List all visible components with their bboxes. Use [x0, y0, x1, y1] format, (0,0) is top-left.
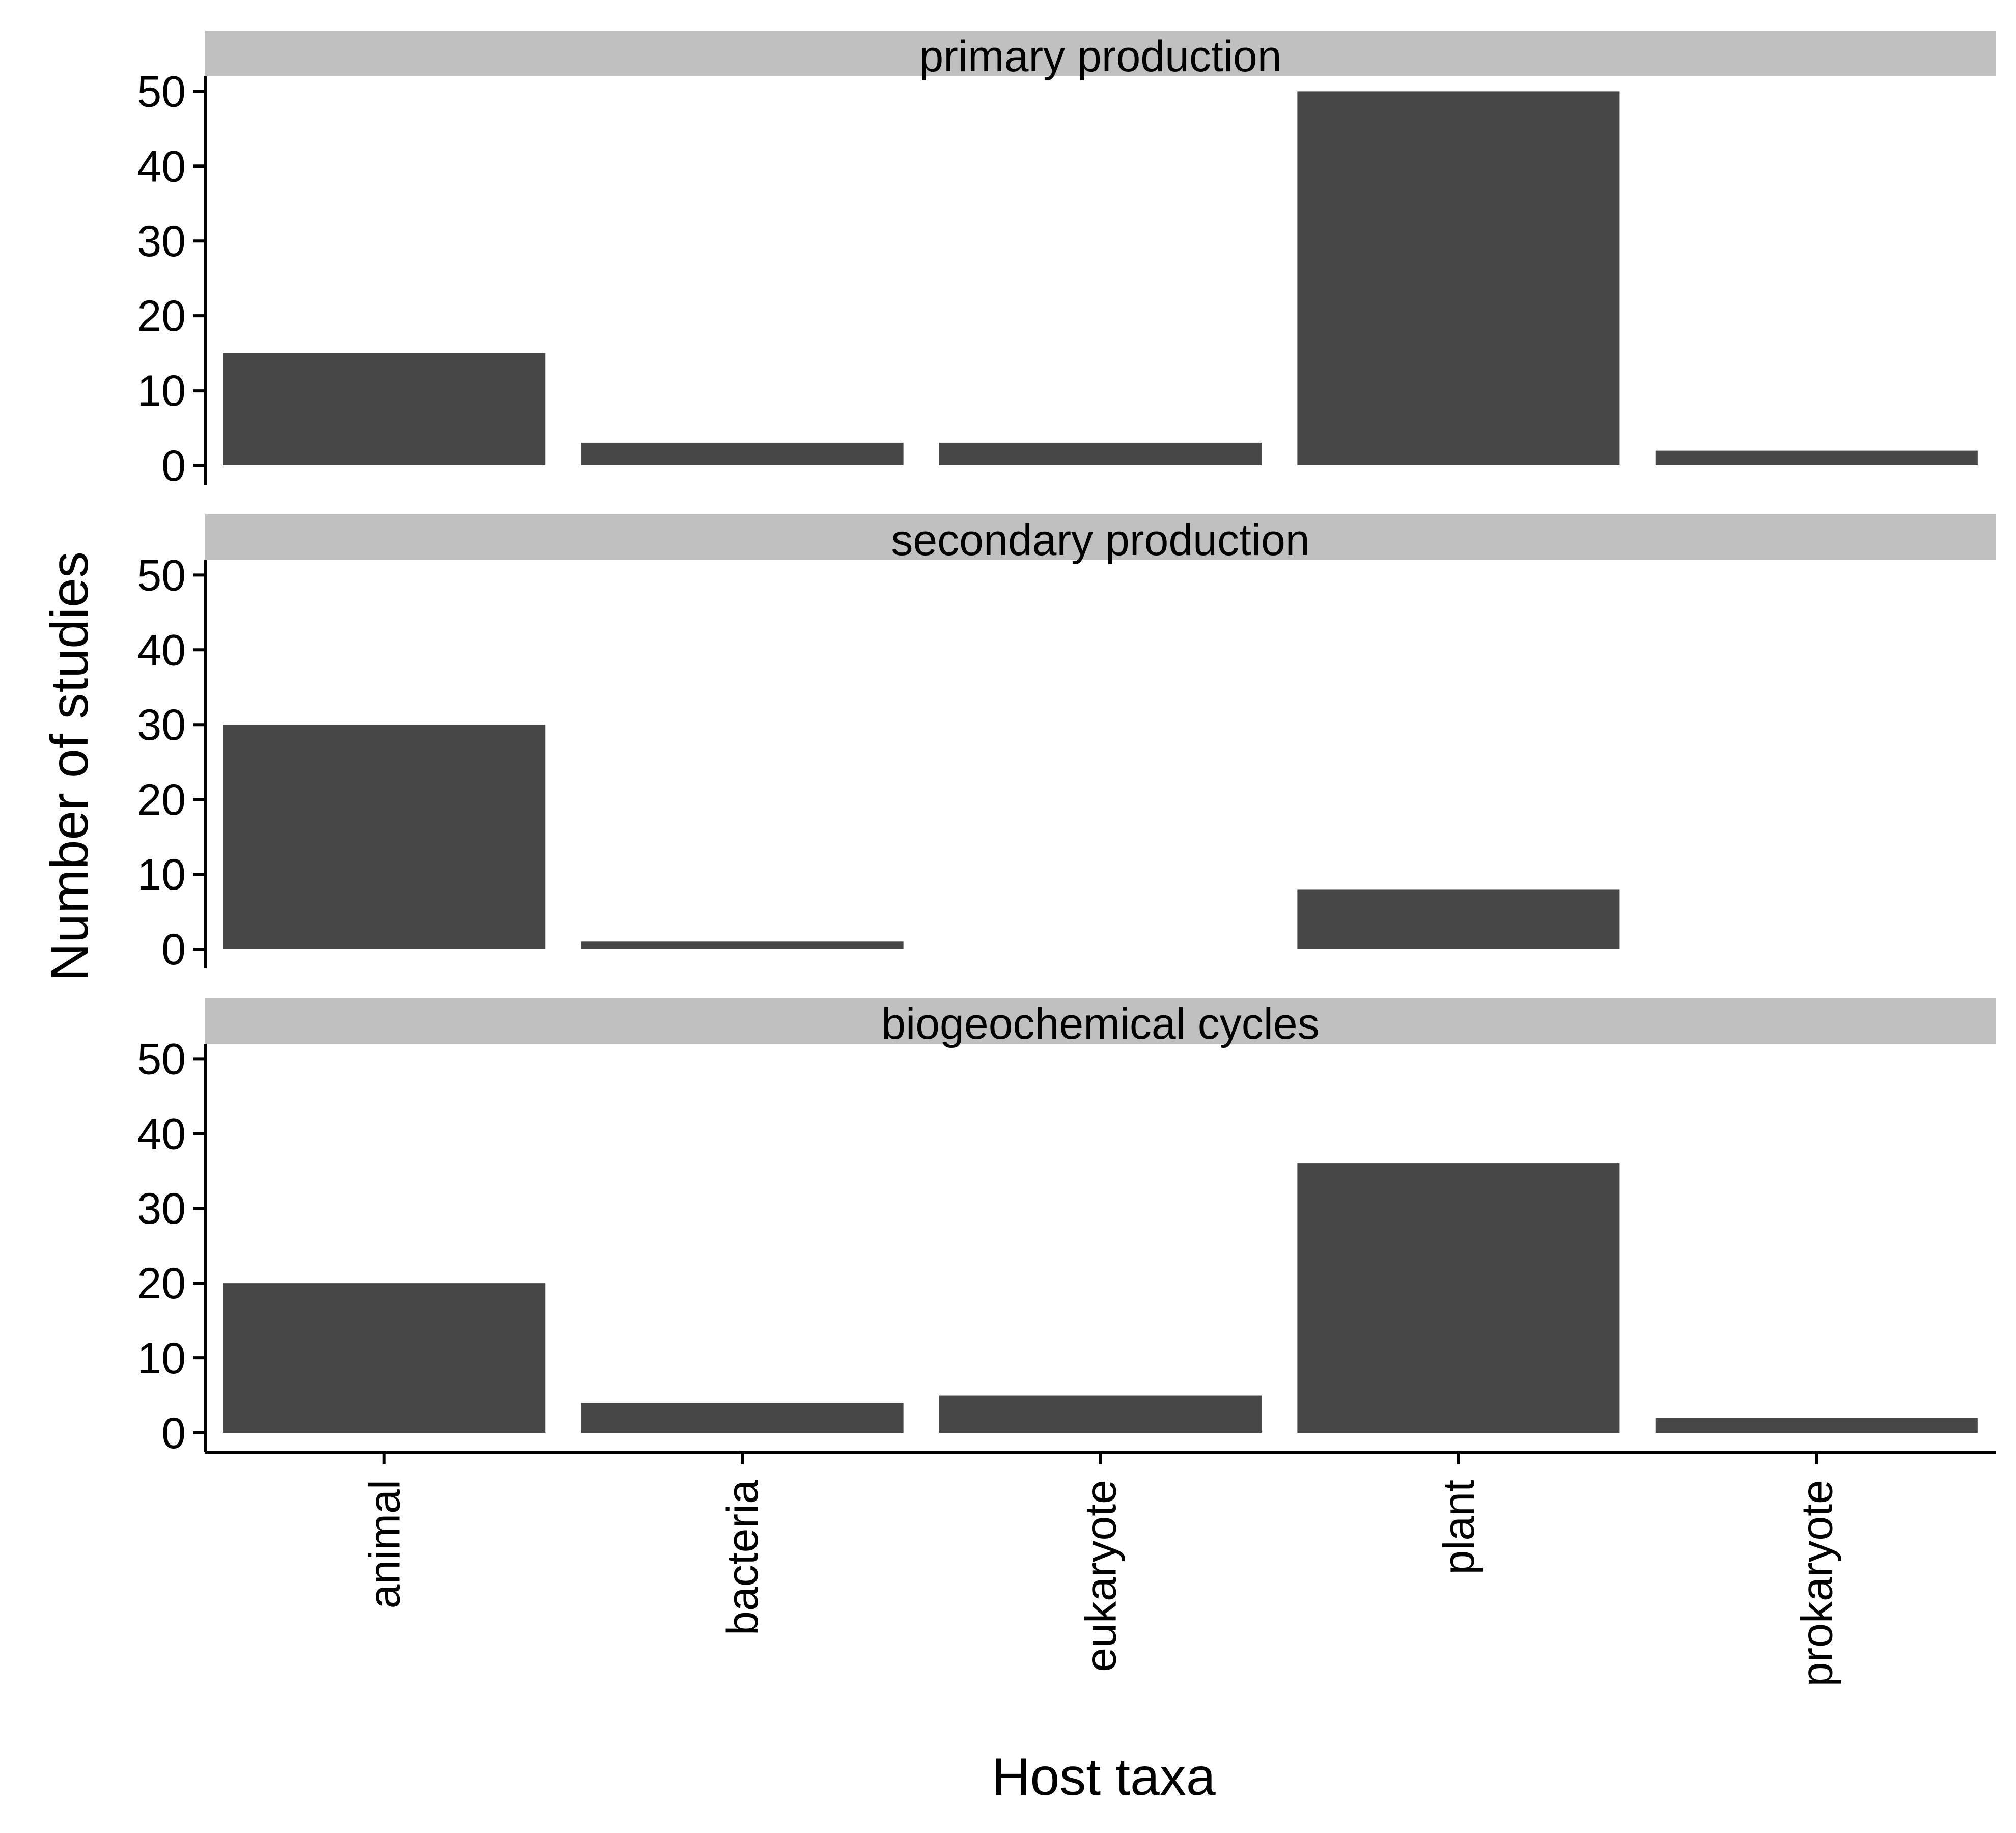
facet-strip	[205, 514, 1996, 560]
facet-strip	[205, 998, 1996, 1044]
bar-prokaryote	[1655, 450, 1978, 465]
y-tick-label: 0	[161, 441, 186, 490]
y-tick-label: 40	[137, 626, 186, 675]
y-tick-label: 30	[137, 217, 186, 266]
x-tick-label: eukaryote	[1077, 1480, 1126, 1672]
y-tick-label: 10	[137, 367, 186, 415]
facet-panel: biogeochemical cycles 0 10 20 30 40 50	[137, 998, 1996, 1458]
x-tick-label: prokaryote	[1793, 1480, 1841, 1686]
bar-bacteria	[581, 442, 904, 465]
bar-plant	[1297, 1163, 1620, 1433]
y-tick-label: 20	[137, 775, 186, 824]
bar-eukaryote	[939, 442, 1262, 465]
x-tick-label: bacteria	[718, 1480, 767, 1635]
y-axis-title: Number of studies	[40, 551, 99, 981]
y-tick-label: 40	[137, 142, 186, 191]
bar-prokaryote	[1655, 1418, 1978, 1433]
y-tick-label: 40	[137, 1109, 186, 1158]
bar-plant	[1297, 889, 1620, 949]
y-tick-label: 0	[161, 1409, 186, 1458]
facet-strip-label: primary production	[919, 32, 1281, 81]
y-tick-label: 20	[137, 292, 186, 341]
y-tick-label: 20	[137, 1259, 186, 1308]
x-tick-label: animal	[360, 1480, 409, 1608]
y-tick-label: 30	[137, 1184, 186, 1233]
x-tick-label: plant	[1435, 1480, 1483, 1575]
facet-strip	[205, 31, 1996, 76]
facet-strip-label: biogeochemical cycles	[881, 999, 1319, 1048]
bar-animal	[223, 1283, 546, 1433]
bar-plant	[1297, 91, 1620, 465]
y-tick-label: 50	[137, 551, 186, 600]
y-tick-label: 0	[161, 925, 186, 974]
facet-panel: primary production 0 10 20 30 40 50	[137, 31, 1996, 490]
bar-animal	[223, 353, 546, 465]
y-tick-label: 10	[137, 850, 186, 899]
bar-animal	[223, 725, 546, 949]
facet-strip-label: secondary production	[891, 516, 1309, 565]
facet-panel: secondary production 0 10 20 30 40 50	[137, 514, 1996, 974]
x-axis-title: Host taxa	[992, 1747, 1215, 1807]
y-tick-label: 10	[137, 1334, 186, 1383]
x-axis: animal bacteria eukaryote plant prokaryote	[205, 1451, 1996, 1686]
bar-bacteria	[581, 1403, 904, 1433]
bar-eukaryote	[939, 1395, 1262, 1433]
y-tick-label: 50	[137, 1035, 186, 1084]
y-tick-label: 50	[137, 67, 186, 116]
y-tick-label: 30	[137, 701, 186, 749]
bar-bacteria	[581, 941, 904, 949]
